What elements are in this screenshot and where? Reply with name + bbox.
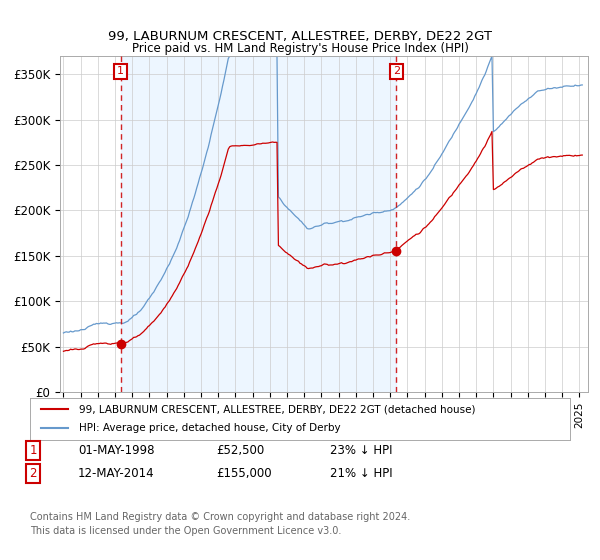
- Text: HPI: Average price, detached house, City of Derby: HPI: Average price, detached house, City…: [79, 423, 340, 433]
- Text: 1: 1: [29, 444, 37, 458]
- Text: 23% ↓ HPI: 23% ↓ HPI: [330, 444, 392, 458]
- Text: 99, LABURNUM CRESCENT, ALLESTREE, DERBY, DE22 2GT (detached house): 99, LABURNUM CRESCENT, ALLESTREE, DERBY,…: [79, 404, 475, 414]
- Text: 01-MAY-1998: 01-MAY-1998: [78, 444, 155, 458]
- Text: 2: 2: [393, 67, 400, 76]
- Text: 21% ↓ HPI: 21% ↓ HPI: [330, 466, 392, 480]
- Text: 99, LABURNUM CRESCENT, ALLESTREE, DERBY, DE22 2GT: 99, LABURNUM CRESCENT, ALLESTREE, DERBY,…: [108, 30, 492, 43]
- Text: 12-MAY-2014: 12-MAY-2014: [78, 466, 155, 480]
- Text: £155,000: £155,000: [216, 466, 272, 480]
- Text: 1: 1: [117, 67, 124, 76]
- Text: Price paid vs. HM Land Registry's House Price Index (HPI): Price paid vs. HM Land Registry's House …: [131, 42, 469, 55]
- Text: Contains HM Land Registry data © Crown copyright and database right 2024.
This d: Contains HM Land Registry data © Crown c…: [30, 512, 410, 536]
- Text: 2: 2: [29, 466, 37, 480]
- Text: £52,500: £52,500: [216, 444, 264, 458]
- Bar: [121, 56, 397, 392]
